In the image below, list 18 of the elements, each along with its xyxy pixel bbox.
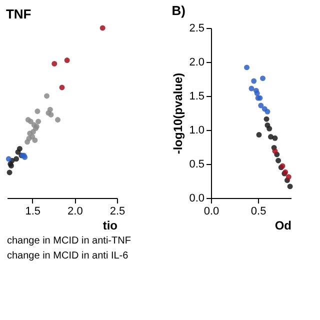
y-tick-label: 2.5 [189,22,204,34]
y-tick-label: 0.0 [189,192,204,204]
chart-title: TNF [6,6,32,22]
x-tick-label: 2.0 [68,206,83,218]
y-axis-title: -log10(pvalue) [171,72,186,154]
text: change in MCID in anti-TNF [7,236,131,246]
x-tick-label: 0.0 [204,206,220,218]
x-tick-label: 0.5 [250,206,266,218]
x-tick-label: 1.5 [25,206,41,218]
y-tick-label: 1.5 [189,90,204,102]
y-tick-label: 0.5 [189,158,204,170]
y-tick-label: 2.0 [189,56,204,68]
x-axis-title: Od [274,218,292,232]
x-tick-label: 2.5 [110,206,126,218]
text: change in MCID in anti IL-6 [7,250,129,262]
chart-title: B) [172,3,186,18]
x-axis-title: tio [102,218,118,232]
y-tick-label: 1.0 [189,124,204,136]
